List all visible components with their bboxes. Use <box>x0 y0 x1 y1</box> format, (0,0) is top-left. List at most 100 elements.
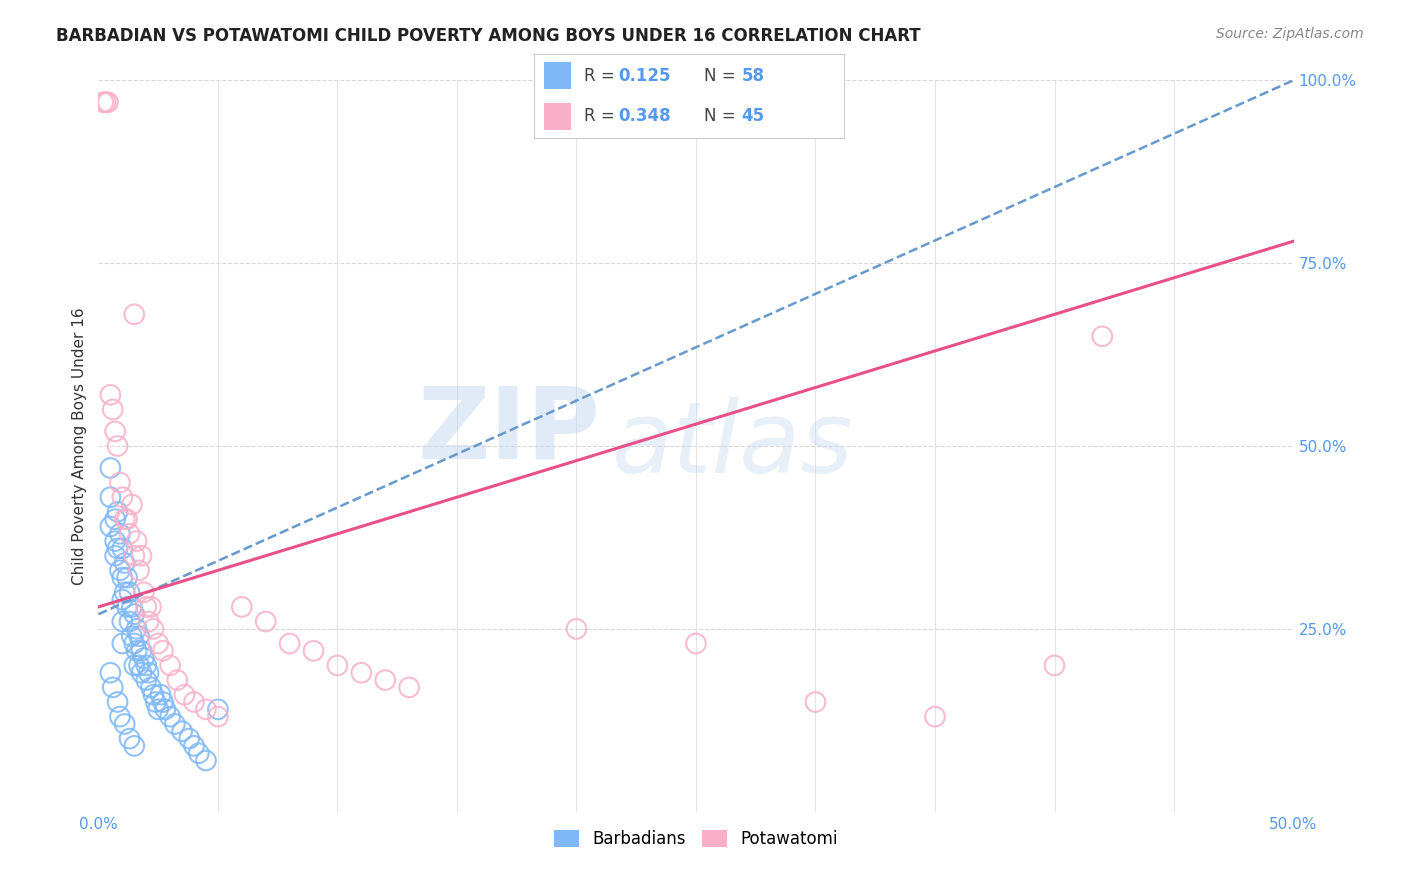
Point <box>924 709 946 723</box>
Text: 58: 58 <box>741 67 765 85</box>
Point <box>111 636 134 650</box>
Point <box>132 585 155 599</box>
Point <box>148 636 170 650</box>
Point <box>1043 658 1066 673</box>
Point <box>107 439 129 453</box>
Point <box>1091 329 1114 343</box>
Point <box>98 388 122 402</box>
Point <box>149 688 172 702</box>
Point <box>98 519 122 533</box>
FancyBboxPatch shape <box>544 103 571 130</box>
Point <box>302 644 325 658</box>
Point <box>173 688 195 702</box>
Point <box>108 563 131 577</box>
Point <box>398 681 420 695</box>
Y-axis label: Child Poverty Among Boys Under 16: Child Poverty Among Boys Under 16 <box>72 307 87 585</box>
Point <box>121 599 143 614</box>
Point <box>118 526 141 541</box>
Text: R =: R = <box>583 67 620 85</box>
Point <box>97 95 120 110</box>
Point <box>132 651 155 665</box>
Point <box>98 461 122 475</box>
Text: N =: N = <box>704 107 741 125</box>
Point <box>114 512 136 526</box>
Point <box>131 665 153 680</box>
Point <box>138 615 160 629</box>
Point <box>121 498 143 512</box>
Point <box>179 731 201 746</box>
Point <box>135 673 157 687</box>
Point <box>114 717 136 731</box>
Text: 45: 45 <box>741 107 765 125</box>
Point <box>350 665 373 680</box>
Point <box>326 658 349 673</box>
Point <box>107 541 129 556</box>
Text: R =: R = <box>583 107 620 125</box>
Point <box>104 534 127 549</box>
Point <box>207 709 229 723</box>
Point <box>98 665 122 680</box>
Point <box>118 615 141 629</box>
Point <box>152 695 174 709</box>
Point <box>131 644 153 658</box>
Text: Source: ZipAtlas.com: Source: ZipAtlas.com <box>1216 27 1364 41</box>
Point <box>115 512 138 526</box>
Point <box>108 526 131 541</box>
Point <box>142 688 165 702</box>
Text: ZIP: ZIP <box>418 383 600 480</box>
Point <box>101 402 124 417</box>
Point <box>138 665 160 680</box>
Point <box>91 95 114 110</box>
Point <box>124 636 146 650</box>
Point <box>108 709 131 723</box>
Point <box>231 599 253 614</box>
Point <box>124 658 146 673</box>
Point <box>118 731 141 746</box>
Point <box>125 622 148 636</box>
Point <box>107 505 129 519</box>
Point <box>111 615 134 629</box>
Text: atlas: atlas <box>613 398 853 494</box>
Point <box>183 695 205 709</box>
Point <box>152 644 174 658</box>
Point <box>107 695 129 709</box>
Point <box>207 702 229 716</box>
Point <box>128 563 150 577</box>
Point <box>121 629 143 643</box>
Point <box>124 307 146 321</box>
Point <box>114 556 136 570</box>
Point <box>172 724 194 739</box>
Point <box>124 739 146 753</box>
Point <box>104 512 127 526</box>
Point <box>159 658 181 673</box>
Point <box>101 681 124 695</box>
Point <box>94 95 117 110</box>
Point <box>183 739 205 753</box>
Point <box>98 490 122 504</box>
Point <box>111 541 134 556</box>
Point <box>114 585 136 599</box>
Point <box>142 622 165 636</box>
Point <box>131 549 153 563</box>
Legend: Barbadians, Potawatomi: Barbadians, Potawatomi <box>547 823 845 855</box>
Point <box>804 695 827 709</box>
Point <box>374 673 396 687</box>
Point <box>128 629 150 643</box>
Point <box>115 571 138 585</box>
Point <box>278 636 301 650</box>
Text: 0.348: 0.348 <box>617 107 671 125</box>
Text: 0.125: 0.125 <box>617 67 671 85</box>
Point <box>148 702 170 716</box>
Point <box>124 549 146 563</box>
Point <box>111 592 134 607</box>
Point <box>685 636 707 650</box>
FancyBboxPatch shape <box>544 62 571 89</box>
Point <box>128 658 150 673</box>
Point <box>104 549 127 563</box>
Point <box>159 709 181 723</box>
Point <box>166 673 188 687</box>
Point <box>163 717 186 731</box>
Point <box>104 425 127 439</box>
Point <box>111 571 134 585</box>
Point <box>115 599 138 614</box>
